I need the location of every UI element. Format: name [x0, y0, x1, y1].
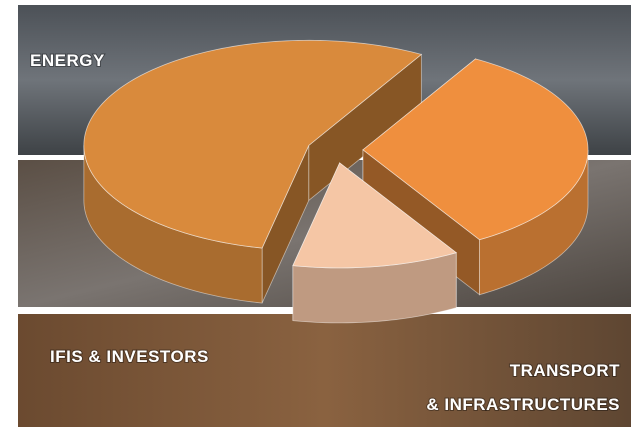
photo-strip	[18, 314, 631, 427]
slice-label: ENERGY	[30, 51, 105, 70]
slice-top	[83, 39, 423, 249]
slice-top	[292, 162, 458, 269]
label-line: TRANSPORT	[510, 361, 620, 380]
slice	[292, 162, 458, 324]
label-line: & INFRASTRUCTURES	[426, 395, 620, 414]
slice-label: TRANSPORT & INFRASTRUCTURES	[426, 361, 620, 414]
pie	[83, 39, 589, 324]
slice-label: IFIS & INVESTORS	[50, 347, 209, 366]
slice-top	[362, 58, 589, 241]
